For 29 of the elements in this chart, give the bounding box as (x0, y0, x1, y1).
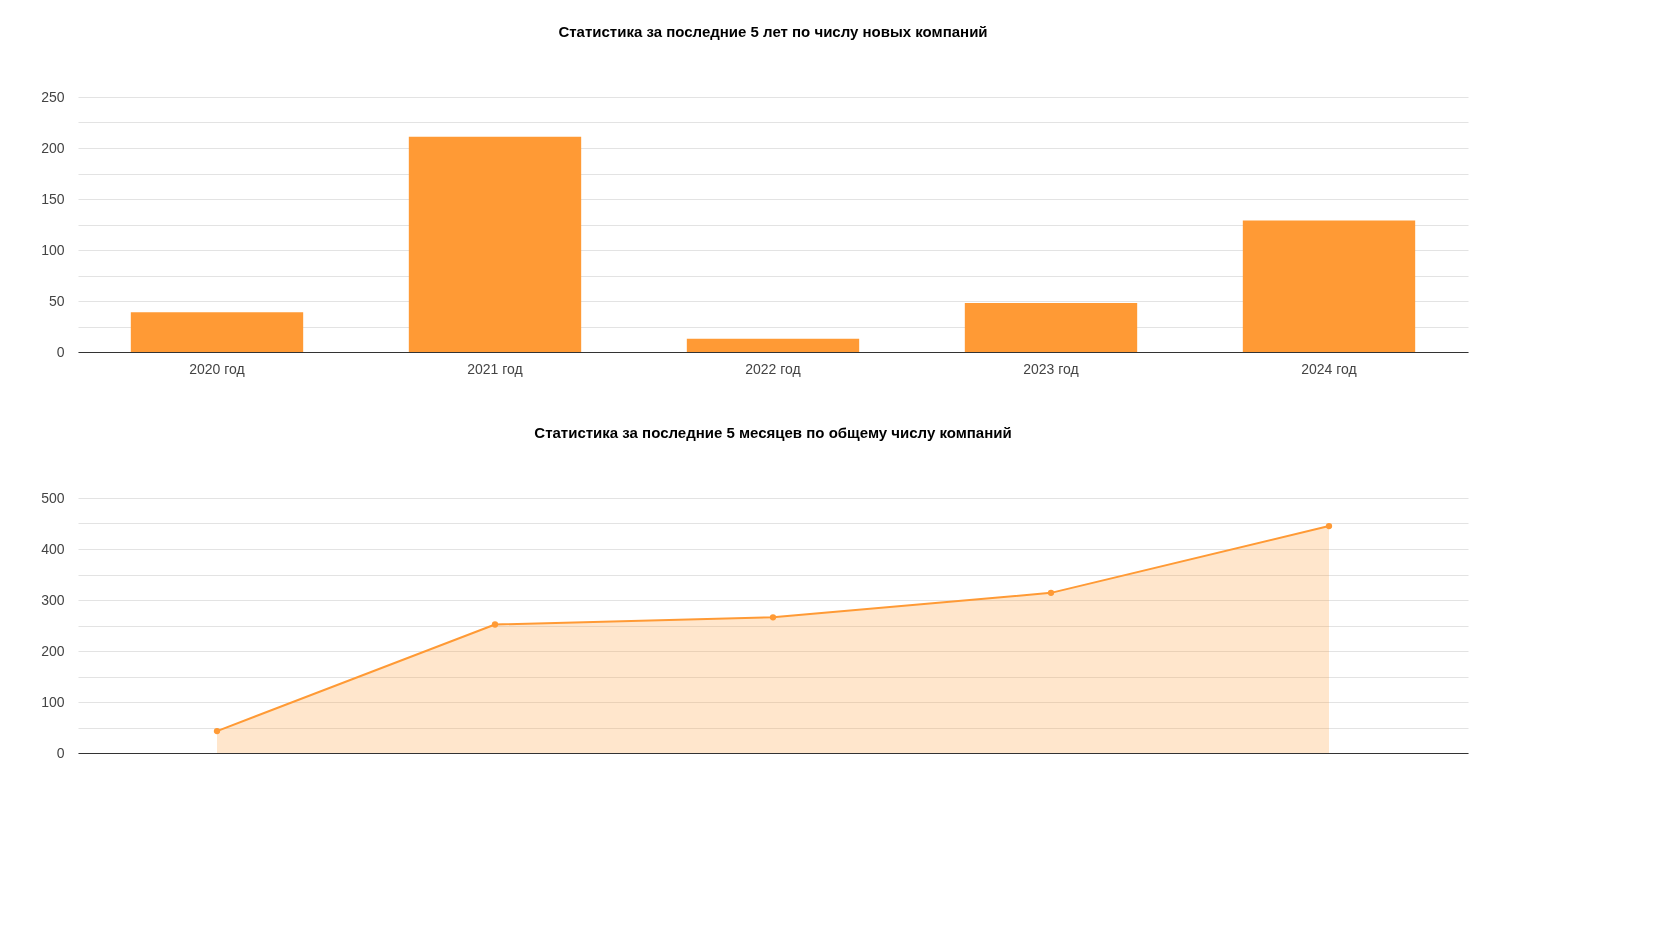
y-tick-label: 0 (56, 343, 65, 360)
chart-title: Статистика за последние 5 лет по числу новых компаний (558, 23, 988, 40)
x-tick-label: 2021 год (467, 360, 523, 377)
y-tick-label: 100 (41, 241, 65, 258)
y-tick-label: 50 (48, 292, 65, 309)
bar (686, 338, 860, 352)
x-tick-label: 2023 год (1023, 360, 1079, 377)
bar (408, 136, 582, 352)
x-tick-label: 2024 год (1301, 360, 1357, 377)
y-tick-label: 0 (56, 744, 65, 761)
y-tick-label: 100 (41, 693, 65, 710)
y-tick-label: 200 (41, 642, 65, 659)
y-tick-label: 200 (41, 139, 65, 156)
bar (130, 312, 304, 352)
point (1325, 522, 1333, 530)
chart-title: Статистика за последние 5 месяцев по общему числу компаний (534, 424, 1012, 441)
y-tick-label: 500 (41, 489, 65, 506)
x-tick-label: 2020 год (189, 360, 245, 377)
y-tick-label: 300 (41, 591, 65, 608)
bar (964, 303, 1138, 352)
point (769, 614, 777, 621)
point (1047, 589, 1055, 597)
bar (1242, 220, 1416, 352)
y-tick-label: 150 (41, 190, 65, 207)
x-tick-label: 2022 год (745, 360, 801, 377)
y-tick-label: 400 (41, 540, 65, 557)
y-tick-label: 250 (41, 88, 65, 105)
point (213, 727, 221, 735)
point (491, 621, 499, 628)
